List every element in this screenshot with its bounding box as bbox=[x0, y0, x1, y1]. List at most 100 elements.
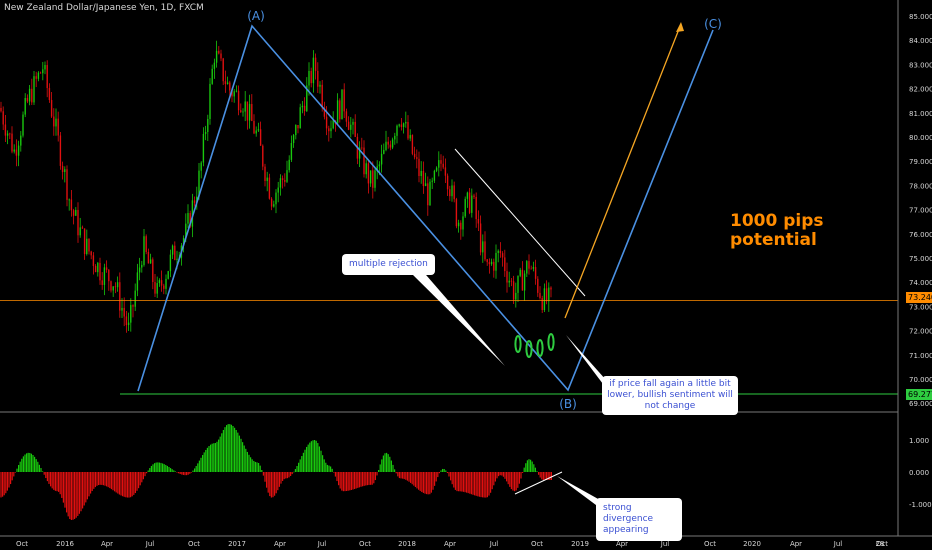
histogram-bar bbox=[200, 457, 202, 472]
histogram-bar bbox=[134, 472, 136, 494]
histogram-bar bbox=[459, 472, 461, 492]
histogram-bar bbox=[520, 472, 522, 479]
candle-body bbox=[169, 254, 172, 272]
histogram-bar bbox=[13, 472, 15, 477]
histogram-bar bbox=[70, 472, 72, 520]
histogram-bar bbox=[330, 466, 332, 472]
histogram-bar bbox=[131, 472, 133, 497]
histogram-bar bbox=[533, 464, 535, 472]
histogram-bar bbox=[195, 466, 197, 472]
y-tick-label: 74.000 bbox=[909, 279, 932, 287]
channel-line bbox=[454, 148, 586, 297]
histogram-bar bbox=[400, 472, 402, 479]
histogram-bar bbox=[54, 472, 56, 491]
histogram-bar bbox=[275, 472, 277, 494]
candle-body bbox=[134, 290, 136, 307]
histogram-bar bbox=[402, 472, 404, 479]
histogram-bar bbox=[294, 469, 296, 472]
candle-body bbox=[442, 163, 444, 168]
histogram-bar bbox=[405, 472, 407, 480]
candle-body bbox=[33, 76, 35, 103]
candle-body bbox=[429, 181, 431, 206]
histogram-bar bbox=[491, 472, 493, 490]
histogram-bar bbox=[42, 471, 44, 472]
histogram-bar bbox=[366, 472, 368, 486]
candle-body bbox=[83, 228, 86, 254]
histogram-bar bbox=[466, 472, 468, 493]
histogram-bar bbox=[515, 472, 517, 491]
histogram-bar bbox=[486, 472, 488, 498]
histogram-bar bbox=[266, 472, 268, 488]
histogram-bar bbox=[3, 472, 5, 496]
histogram-bar bbox=[176, 472, 178, 473]
histogram-bar bbox=[429, 472, 431, 495]
histogram-bar bbox=[310, 441, 312, 472]
histogram-bar bbox=[69, 472, 71, 520]
histogram-bar bbox=[2, 472, 4, 497]
candle-body bbox=[402, 123, 405, 127]
histogram-bar bbox=[314, 440, 316, 472]
y-tick-label: 81.000 bbox=[909, 110, 932, 118]
x-tick-label: 2020 bbox=[743, 540, 761, 548]
candle-body bbox=[246, 101, 249, 121]
histogram-bar bbox=[246, 451, 248, 472]
histogram-bar bbox=[325, 462, 327, 472]
candle-body bbox=[303, 105, 306, 112]
rejection-marker bbox=[514, 335, 522, 353]
candle-body bbox=[438, 160, 440, 168]
candle-body bbox=[512, 281, 515, 300]
candle-body bbox=[497, 250, 499, 253]
histogram-bar bbox=[250, 457, 252, 472]
histogram-bar bbox=[133, 472, 135, 495]
wave-label: (A) bbox=[247, 9, 265, 23]
histogram-bar bbox=[94, 472, 96, 488]
histogram-bar bbox=[187, 472, 189, 475]
histogram-bar bbox=[477, 472, 479, 497]
candle-body bbox=[504, 257, 506, 272]
histogram-bar bbox=[370, 472, 372, 485]
histogram-bar bbox=[342, 472, 344, 492]
candle-body bbox=[244, 101, 246, 112]
histogram-bar bbox=[326, 464, 328, 472]
histogram-bar bbox=[398, 472, 400, 479]
candle-body bbox=[396, 125, 398, 136]
histogram-bar bbox=[496, 472, 498, 479]
candle-body bbox=[130, 305, 132, 323]
histogram-bar bbox=[86, 472, 88, 500]
histogram-bar bbox=[235, 430, 237, 472]
candle-body bbox=[275, 192, 277, 205]
candle-body bbox=[39, 72, 42, 74]
histogram-bar bbox=[286, 472, 288, 479]
candle-body bbox=[68, 199, 70, 201]
candle-body bbox=[0, 107, 2, 112]
candle-body bbox=[266, 177, 268, 181]
histogram-bar bbox=[229, 424, 231, 472]
candle-body bbox=[321, 84, 323, 108]
candle-body bbox=[182, 237, 185, 246]
histogram-bar bbox=[470, 472, 472, 495]
histogram-bar bbox=[411, 472, 413, 485]
candle-body bbox=[114, 286, 117, 288]
candle-body bbox=[231, 90, 233, 97]
candle-body bbox=[499, 250, 502, 254]
candle-body bbox=[149, 259, 152, 264]
histogram-bar bbox=[490, 472, 492, 493]
histogram-bar bbox=[106, 472, 108, 487]
x-tick-label: 28 bbox=[876, 540, 885, 548]
histogram-bar bbox=[549, 472, 551, 480]
candle-body bbox=[284, 179, 286, 182]
candle-body bbox=[251, 104, 253, 121]
histogram-bar bbox=[488, 472, 490, 496]
histogram-bar bbox=[458, 472, 460, 492]
histogram-bar bbox=[528, 459, 530, 472]
candle-body bbox=[369, 170, 372, 184]
candle-body bbox=[365, 163, 367, 175]
candle-body bbox=[545, 288, 548, 302]
candle-body bbox=[297, 124, 299, 129]
candle-body bbox=[345, 111, 348, 122]
histogram-bar bbox=[186, 472, 188, 476]
candle-body bbox=[88, 238, 90, 252]
candle-body bbox=[389, 144, 392, 148]
